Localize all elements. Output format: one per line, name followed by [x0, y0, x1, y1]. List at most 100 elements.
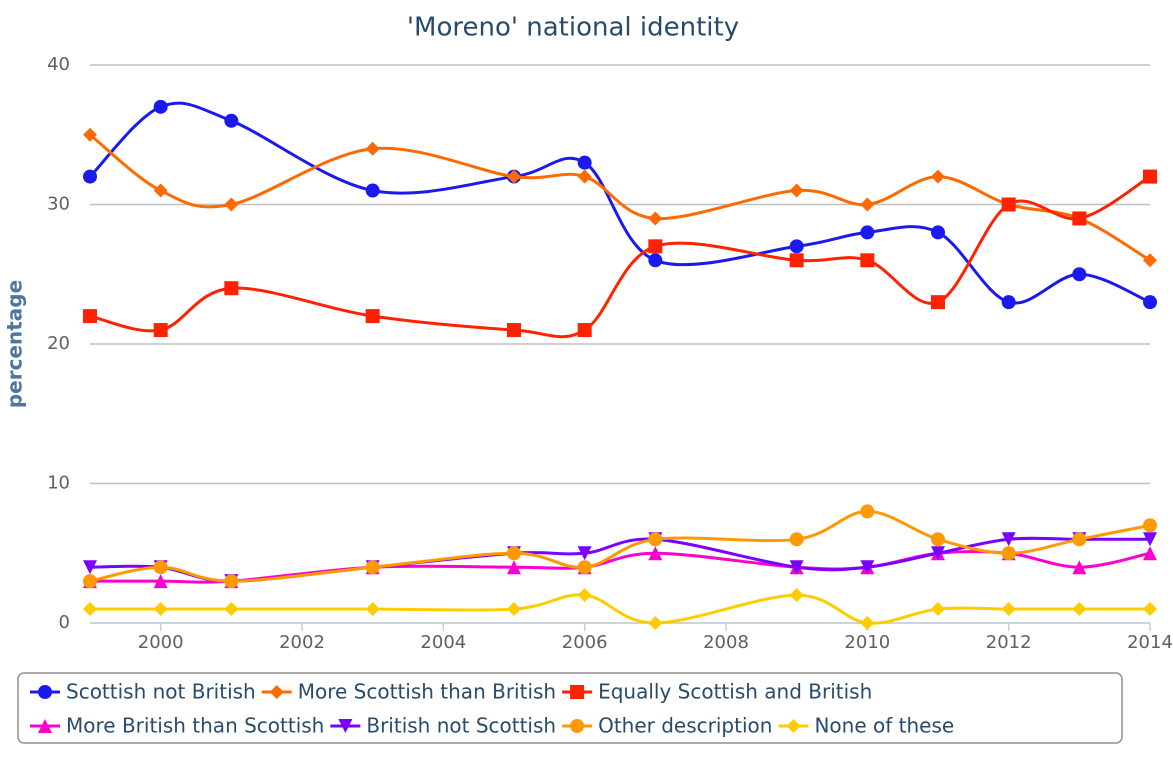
legend-label: British not Scottish: [366, 714, 556, 738]
y-tick-label: 20: [47, 333, 70, 354]
x-tick-label: 2004: [420, 632, 466, 653]
marker: [153, 183, 168, 198]
marker: [507, 169, 521, 184]
marker: [1072, 532, 1087, 547]
marker: [224, 574, 239, 589]
marker: [224, 281, 239, 296]
marker: [38, 685, 52, 699]
marker: [1001, 602, 1016, 617]
series-line: [89, 133, 1151, 262]
legend-item: British not Scottish: [330, 714, 556, 738]
marker: [1072, 267, 1087, 282]
marker: [1143, 253, 1157, 268]
marker: [648, 532, 663, 547]
marker: [83, 560, 97, 575]
legend-label: More Scottish than British: [298, 680, 556, 704]
marker: [224, 197, 239, 212]
x-tick-label: 2006: [562, 632, 608, 653]
legend-item: Equally Scottish and British: [562, 680, 872, 704]
marker: [1001, 546, 1016, 561]
marker: [789, 532, 804, 547]
marker: [1001, 532, 1016, 547]
marker: [786, 719, 801, 733]
chart-title: 'Moreno' national identity: [407, 13, 739, 43]
marker: [153, 323, 168, 338]
marker: [83, 574, 97, 589]
marker: [789, 239, 804, 254]
marker: [789, 183, 804, 198]
x-tick-label: 2002: [279, 632, 325, 653]
marker: [577, 323, 592, 338]
marker: [570, 685, 585, 699]
legend-item: Scottish not British: [30, 680, 256, 704]
marker: [83, 309, 97, 324]
marker: [1072, 211, 1087, 226]
marker: [789, 560, 804, 575]
marker: [860, 225, 875, 240]
marker: [931, 602, 945, 617]
marker: [577, 560, 592, 575]
marker: [648, 546, 663, 561]
marker: [789, 253, 804, 268]
marker: [153, 99, 168, 114]
marker: [83, 169, 97, 184]
series-line: [89, 536, 1150, 583]
marker: [224, 113, 239, 128]
legend-label: Other description: [598, 714, 772, 738]
marker: [577, 155, 592, 170]
marker: [648, 616, 663, 630]
marker: [83, 602, 97, 617]
x-tick-label: 2012: [986, 632, 1032, 653]
marker: [931, 169, 945, 184]
marker: [931, 546, 945, 561]
marker: [224, 602, 239, 617]
marker: [365, 141, 380, 156]
marker: [269, 685, 284, 699]
marker: [931, 225, 945, 240]
marker: [153, 602, 168, 617]
marker: [860, 560, 875, 575]
x-tick-label: 2008: [703, 632, 749, 653]
marker: [338, 719, 353, 733]
marker: [1143, 546, 1157, 561]
y-tick-label: 40: [47, 54, 70, 75]
x-tick-label: 2010: [844, 632, 890, 653]
marker: [860, 616, 875, 630]
y-tick-label: 30: [47, 194, 70, 215]
marker: [1143, 295, 1157, 310]
marker: [365, 560, 380, 575]
marker: [507, 323, 521, 338]
legend-item: More Scottish than British: [261, 680, 556, 704]
marker: [931, 295, 945, 310]
marker: [153, 574, 168, 589]
marker: [577, 169, 592, 184]
legend-label: More British than Scottish: [66, 714, 324, 738]
marker: [1001, 197, 1016, 212]
series-line: [89, 509, 1151, 583]
marker: [1143, 602, 1157, 617]
marker: [577, 546, 592, 561]
y-tick-label: 10: [47, 473, 70, 494]
legend-label: Equally Scottish and British: [598, 680, 872, 704]
marker: [860, 253, 875, 268]
marker: [507, 546, 521, 561]
marker: [931, 532, 945, 547]
marker: [648, 211, 663, 226]
legend-item: Other description: [562, 714, 772, 738]
marker: [365, 602, 380, 617]
marker: [789, 588, 804, 603]
marker: [38, 719, 52, 733]
x-tick-label: 2014: [1127, 632, 1173, 653]
series-line: [89, 175, 1151, 339]
x-tick-label: 2000: [138, 632, 184, 653]
marker: [365, 183, 380, 198]
marker: [1072, 560, 1087, 575]
marker: [507, 560, 521, 575]
marker: [507, 602, 521, 617]
marker: [860, 504, 875, 519]
legend-label: Scottish not British: [66, 680, 256, 704]
legend-item: More British than Scottish: [30, 714, 324, 738]
marker: [1143, 532, 1157, 547]
legend-item: None of these: [778, 714, 954, 738]
